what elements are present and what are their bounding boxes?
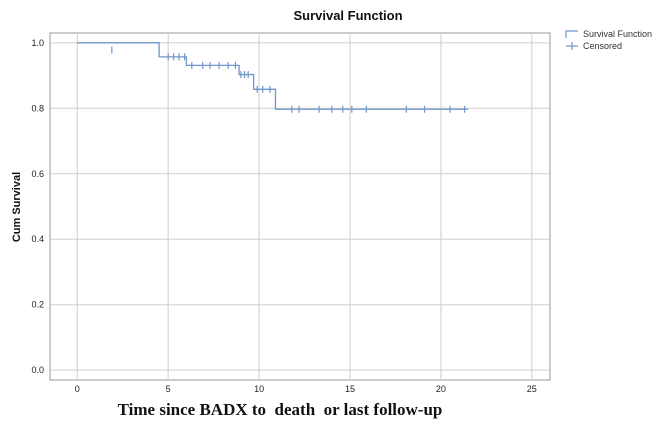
series-layer: [77, 43, 468, 109]
legend-label-survival: Survival Function: [583, 29, 652, 39]
x-tick-label: 0: [75, 384, 80, 394]
x-tick-label: 5: [166, 384, 171, 394]
y-axis-label: Cum Survival: [11, 172, 23, 242]
axis-ticks: 0 5 10 15 20 25 0.0 0.2 0.4 0.6 0.8 1.0: [31, 38, 536, 394]
legend-item-survival: Survival Function: [566, 29, 652, 39]
y-tick-label: 0.6: [31, 169, 44, 179]
x-tick-label: 10: [254, 384, 264, 394]
x-tick-label: 15: [345, 384, 355, 394]
y-tick-label: 0.4: [31, 234, 44, 244]
grid-lines: [50, 33, 550, 380]
legend: Survival Function Censored: [566, 29, 652, 51]
survival-chart-svg: Survival Function 0 5 10 15 20 25 0.0 0.2 0.4 0.6…: [0, 0, 659, 400]
chart-title: Survival Function: [293, 8, 402, 23]
y-tick-label: 1.0: [31, 38, 44, 48]
y-tick-label: 0.2: [31, 300, 44, 310]
x-tick-label: 20: [436, 384, 446, 394]
legend-label-censored: Censored: [583, 41, 622, 51]
legend-step-icon: [566, 31, 578, 38]
y-tick-label: 0.0: [31, 365, 44, 375]
x-axis-label: Time since BADX to death or last follow-…: [0, 400, 560, 420]
plot-frame: [50, 33, 550, 380]
y-tick-label: 0.8: [31, 103, 44, 113]
legend-item-censored: Censored: [566, 41, 622, 51]
survival-curve-line: [77, 43, 468, 109]
x-tick-label: 25: [527, 384, 537, 394]
